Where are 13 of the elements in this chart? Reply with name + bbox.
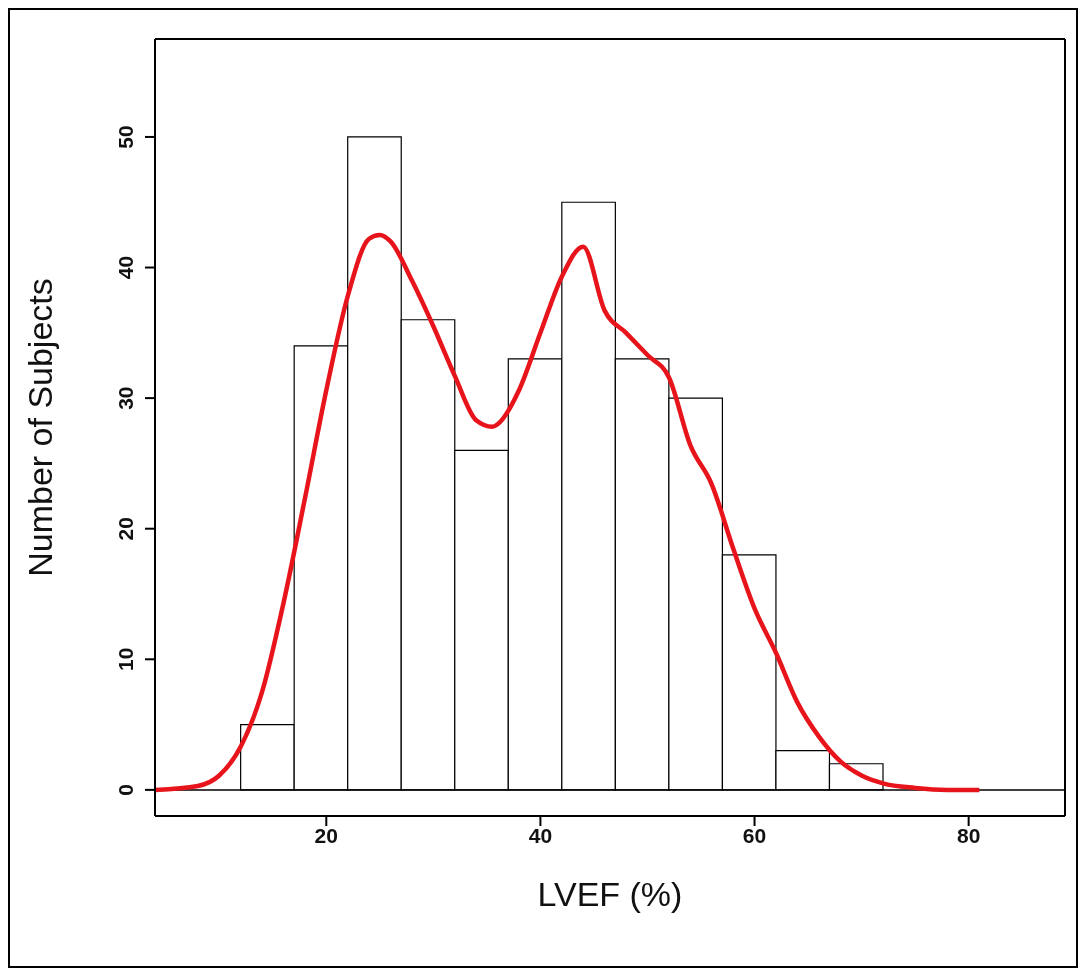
x-axis-title: LVEF (%) [537,875,683,913]
x-tick-label: 20 [314,823,338,847]
y-tick-label: 30 [114,386,137,410]
y-tick-label: 0 [114,784,137,796]
line-series [155,232,982,793]
x-tick-label: 80 [956,823,981,847]
y-axis-title: Number of Subjects [21,278,60,577]
y-tick-label: 50 [114,125,137,149]
x-tick-label: 40 [528,823,553,847]
y-tick-label: 20 [114,517,137,541]
y-tick-label: 40 [114,255,137,280]
x-tick-label: 60 [742,823,767,847]
y-tick-label: 10 [114,647,137,671]
